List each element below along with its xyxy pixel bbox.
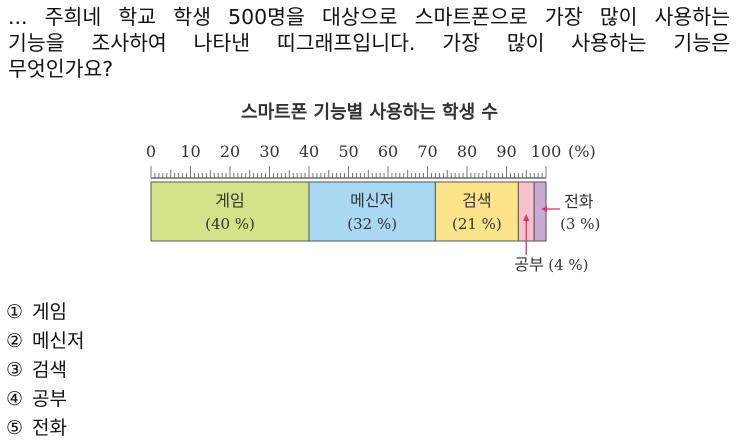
choice-3[interactable]: ③ 검색 bbox=[6, 356, 84, 385]
segment-5 bbox=[533, 181, 547, 242]
choice-number: ② bbox=[6, 330, 24, 352]
choice-label: 메신저 bbox=[32, 330, 85, 352]
question-line-3: 무엇인가요? bbox=[8, 57, 114, 81]
chart-title: 스마트폰 기능별 사용하는 학생 수 bbox=[241, 102, 498, 123]
question-line-2: 기능을 조사하여 나타낸 띠그래프입니다. 가장 많이 사용하는 기능은 bbox=[8, 31, 730, 55]
segment-value-label: (21 %) bbox=[452, 215, 502, 233]
answer-choices: ① 게임 ② 메신저 ③ 검색 ④ 공부 ⑤ 전화 bbox=[6, 298, 84, 443]
tick-label: 100 bbox=[531, 142, 562, 161]
segment-1 bbox=[150, 181, 310, 242]
choice-number: ① bbox=[6, 301, 24, 323]
choice-5[interactable]: ⑤ 전화 bbox=[6, 414, 84, 443]
study-arrow-head bbox=[523, 214, 530, 221]
choice-label: 공부 bbox=[32, 388, 67, 410]
phone-arrow-head bbox=[541, 206, 548, 212]
choice-2[interactable]: ② 메신저 bbox=[6, 327, 84, 356]
tick-label: 60 bbox=[378, 142, 398, 161]
segment-label: 게임 bbox=[215, 191, 244, 210]
choice-1[interactable]: ① 게임 bbox=[6, 298, 84, 327]
choice-number: ③ bbox=[6, 359, 24, 381]
phone-callout-value: (3 %) bbox=[560, 215, 600, 233]
tick-label: 70 bbox=[417, 142, 437, 161]
question-text: ... 주희네 학교 학생 500명을 대상으로 스마트폰으로 가장 많이 사용… bbox=[8, 4, 730, 82]
tick-label: 0 bbox=[146, 142, 156, 161]
choice-4[interactable]: ④ 공부 bbox=[6, 385, 84, 414]
axis-unit-label: (%) bbox=[568, 142, 596, 161]
tick-label: 80 bbox=[457, 142, 477, 161]
segment-2 bbox=[308, 181, 436, 242]
tick-label: 10 bbox=[180, 142, 200, 161]
tick-label: 90 bbox=[496, 142, 516, 161]
segment-3 bbox=[434, 181, 519, 242]
tick-label: 20 bbox=[220, 142, 240, 161]
study-callout-name: 공부 bbox=[514, 255, 543, 274]
choice-label: 검색 bbox=[32, 359, 67, 381]
study-callout-value: (4 %) bbox=[548, 256, 588, 274]
segment-value-label: (32 %) bbox=[347, 215, 397, 233]
choice-number: ⑤ bbox=[6, 417, 24, 439]
segment-label: 메신저 bbox=[350, 191, 394, 210]
tick-label: 40 bbox=[299, 142, 319, 161]
choice-label: 게임 bbox=[32, 301, 67, 323]
question-line-1: ... 주희네 학교 학생 500명을 대상으로 스마트폰으로 가장 많이 사용… bbox=[8, 5, 730, 29]
tick-label: 50 bbox=[338, 142, 358, 161]
segment-label: 검색 bbox=[462, 191, 491, 210]
choice-number: ④ bbox=[6, 388, 24, 410]
phone-callout-name: 전화 bbox=[564, 192, 594, 211]
tick-label: 30 bbox=[259, 142, 279, 161]
segment-value-label: (40 %) bbox=[205, 215, 255, 233]
choice-label: 전화 bbox=[32, 417, 67, 439]
